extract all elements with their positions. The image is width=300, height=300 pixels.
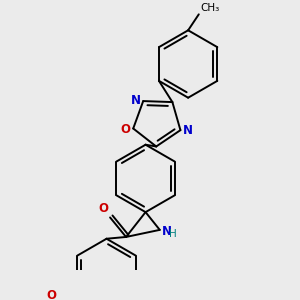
Text: H: H: [169, 229, 176, 239]
Text: CH₃: CH₃: [201, 3, 220, 13]
Text: N: N: [183, 124, 193, 137]
Text: O: O: [98, 202, 108, 215]
Text: O: O: [46, 289, 56, 300]
Text: O: O: [121, 123, 130, 136]
Text: N: N: [130, 94, 140, 107]
Text: N: N: [161, 225, 172, 238]
